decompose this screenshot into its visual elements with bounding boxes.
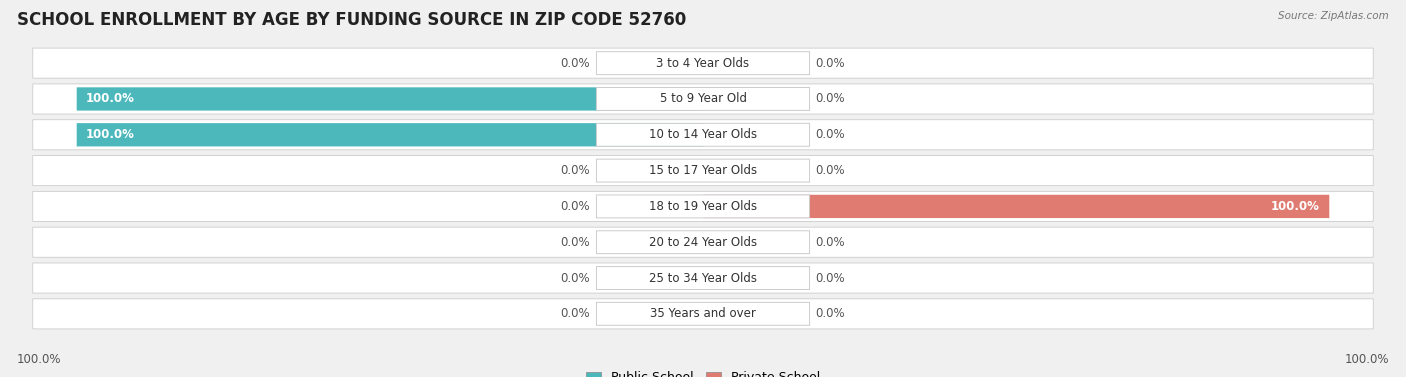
FancyBboxPatch shape xyxy=(675,303,703,324)
Text: 100.0%: 100.0% xyxy=(86,128,135,141)
Text: 0.0%: 0.0% xyxy=(561,307,591,320)
Legend: Public School, Private School: Public School, Private School xyxy=(581,366,825,377)
FancyBboxPatch shape xyxy=(596,159,810,182)
Text: 0.0%: 0.0% xyxy=(561,57,591,70)
Text: 0.0%: 0.0% xyxy=(561,164,591,177)
FancyBboxPatch shape xyxy=(596,195,810,218)
FancyBboxPatch shape xyxy=(675,53,703,74)
Text: 20 to 24 Year Olds: 20 to 24 Year Olds xyxy=(650,236,756,249)
Text: 0.0%: 0.0% xyxy=(815,57,845,70)
FancyBboxPatch shape xyxy=(596,52,810,75)
Text: 100.0%: 100.0% xyxy=(1271,200,1320,213)
Text: 25 to 34 Year Olds: 25 to 34 Year Olds xyxy=(650,271,756,285)
FancyBboxPatch shape xyxy=(596,231,810,254)
FancyBboxPatch shape xyxy=(703,195,1329,218)
Text: 35 Years and over: 35 Years and over xyxy=(650,307,756,320)
FancyBboxPatch shape xyxy=(596,302,810,325)
Text: 0.0%: 0.0% xyxy=(815,92,845,106)
Text: 0.0%: 0.0% xyxy=(815,128,845,141)
Text: 15 to 17 Year Olds: 15 to 17 Year Olds xyxy=(650,164,756,177)
FancyBboxPatch shape xyxy=(32,299,1374,329)
Text: 0.0%: 0.0% xyxy=(815,307,845,320)
Text: 18 to 19 Year Olds: 18 to 19 Year Olds xyxy=(650,200,756,213)
FancyBboxPatch shape xyxy=(77,87,703,110)
FancyBboxPatch shape xyxy=(32,120,1374,150)
FancyBboxPatch shape xyxy=(675,160,703,181)
FancyBboxPatch shape xyxy=(32,84,1374,114)
Text: 0.0%: 0.0% xyxy=(561,200,591,213)
FancyBboxPatch shape xyxy=(77,123,703,146)
FancyBboxPatch shape xyxy=(703,268,731,288)
Text: 0.0%: 0.0% xyxy=(561,236,591,249)
FancyBboxPatch shape xyxy=(32,227,1374,257)
FancyBboxPatch shape xyxy=(703,124,731,145)
Text: 0.0%: 0.0% xyxy=(561,271,591,285)
FancyBboxPatch shape xyxy=(32,192,1374,221)
Text: 0.0%: 0.0% xyxy=(815,164,845,177)
FancyBboxPatch shape xyxy=(675,268,703,288)
FancyBboxPatch shape xyxy=(703,303,731,324)
FancyBboxPatch shape xyxy=(675,196,703,217)
FancyBboxPatch shape xyxy=(596,267,810,290)
Text: SCHOOL ENROLLMENT BY AGE BY FUNDING SOURCE IN ZIP CODE 52760: SCHOOL ENROLLMENT BY AGE BY FUNDING SOUR… xyxy=(17,11,686,29)
Text: 10 to 14 Year Olds: 10 to 14 Year Olds xyxy=(650,128,756,141)
Text: Source: ZipAtlas.com: Source: ZipAtlas.com xyxy=(1278,11,1389,21)
FancyBboxPatch shape xyxy=(32,156,1374,185)
FancyBboxPatch shape xyxy=(596,123,810,146)
Text: 100.0%: 100.0% xyxy=(17,353,62,366)
FancyBboxPatch shape xyxy=(703,232,731,253)
FancyBboxPatch shape xyxy=(675,232,703,253)
FancyBboxPatch shape xyxy=(703,53,731,74)
Text: 0.0%: 0.0% xyxy=(815,271,845,285)
FancyBboxPatch shape xyxy=(703,160,731,181)
Text: 3 to 4 Year Olds: 3 to 4 Year Olds xyxy=(657,57,749,70)
FancyBboxPatch shape xyxy=(703,89,731,109)
FancyBboxPatch shape xyxy=(596,87,810,110)
FancyBboxPatch shape xyxy=(32,48,1374,78)
Text: 5 to 9 Year Old: 5 to 9 Year Old xyxy=(659,92,747,106)
FancyBboxPatch shape xyxy=(32,263,1374,293)
Text: 100.0%: 100.0% xyxy=(86,92,135,106)
Text: 100.0%: 100.0% xyxy=(1344,353,1389,366)
Text: 0.0%: 0.0% xyxy=(815,236,845,249)
